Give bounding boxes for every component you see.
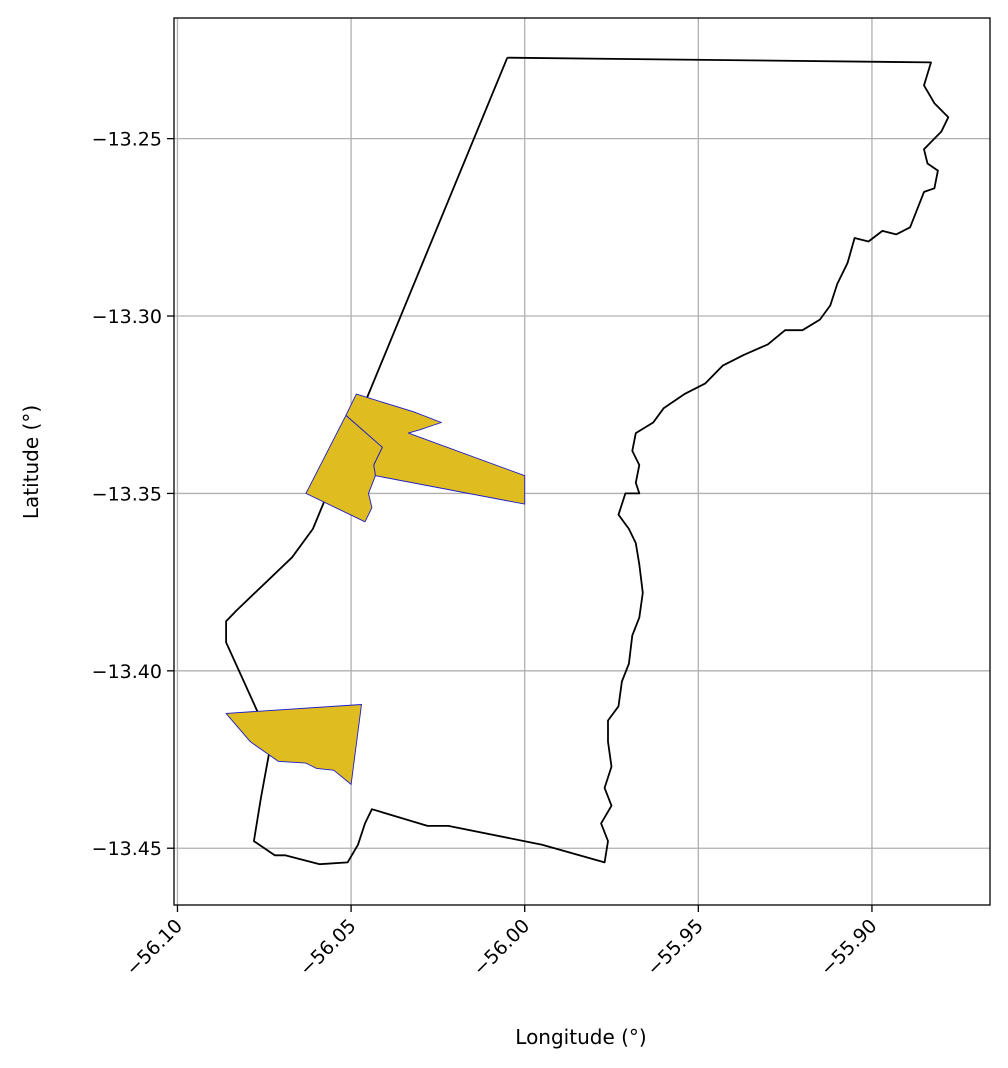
highlighted-parcels (225, 393, 526, 785)
y-tick-label: −13.40 (92, 661, 162, 683)
plot-frame (173, 17, 991, 906)
y-tick-label: −13.30 (92, 306, 162, 328)
boundary-outline (225, 56, 950, 866)
y-tick-label: −13.45 (92, 838, 162, 860)
y-tick-label: −13.35 (92, 483, 162, 505)
parcel-polygon (305, 414, 383, 523)
y-tick-label: −13.25 (92, 129, 162, 151)
y-axis-ticks: −13.25 −13.30 −13.35 −13.40 −13.45 (92, 129, 174, 860)
municipality-boundary (225, 56, 950, 866)
grid-lines (174, 18, 990, 905)
parcel-polygon (225, 704, 362, 785)
x-axis-label: Longitude (°) (515, 1025, 646, 1049)
y-axis-label: Latitude (°) (19, 405, 43, 519)
